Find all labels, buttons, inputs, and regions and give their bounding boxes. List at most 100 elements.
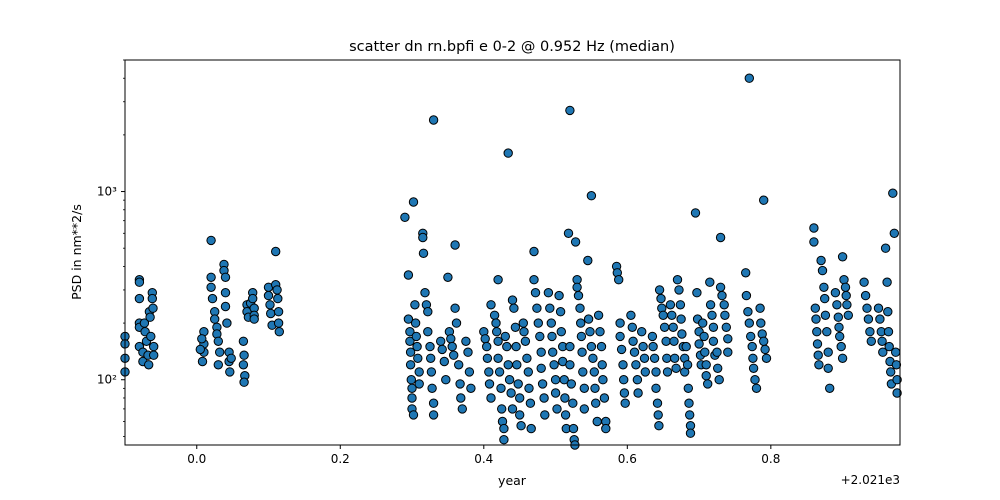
scatter-point: [595, 327, 605, 337]
scatter-point: [496, 383, 506, 393]
scatter-point: [811, 314, 821, 324]
scatter-point: [633, 388, 643, 398]
scatter-point: [665, 300, 676, 310]
scatter-point: [536, 347, 546, 357]
scatter-point: [563, 228, 574, 239]
scatter-point: [536, 363, 546, 373]
scatter-point: [698, 318, 708, 328]
scatter-point: [639, 353, 650, 363]
scatter-point: [723, 334, 733, 344]
scatter-point: [504, 375, 515, 385]
scatter-point: [675, 300, 686, 310]
scatter-point: [865, 327, 875, 337]
scatter-point: [631, 360, 641, 370]
scatter-point: [529, 246, 539, 257]
scatter-point: [667, 310, 677, 320]
scatter-point: [760, 344, 770, 355]
scatter-point: [708, 336, 719, 346]
scatter-point: [676, 314, 686, 324]
scatter-point: [197, 356, 208, 367]
scatter-point: [565, 105, 575, 116]
scatter-point: [486, 300, 496, 310]
scatter-point: [761, 353, 772, 363]
scatter-point: [515, 393, 525, 403]
scatter-point: [406, 375, 416, 385]
scatter-point: [572, 282, 582, 292]
scatter-point: [599, 393, 610, 403]
scatter-point: [814, 360, 824, 370]
scatter-point: [886, 367, 896, 377]
scatter-point: [863, 314, 874, 324]
scatter-point: [543, 288, 554, 298]
scatter-point: [539, 393, 549, 403]
scatter-point: [238, 336, 249, 346]
scatter-point: [859, 277, 869, 287]
scatter-point: [226, 353, 236, 363]
scatter-point: [627, 322, 637, 332]
scatter-point: [701, 360, 711, 370]
scatter-point: [719, 300, 729, 310]
scatter-point: [812, 339, 823, 349]
scatter-point: [583, 255, 593, 266]
scatter-point: [837, 353, 848, 363]
scatter-point: [463, 347, 473, 357]
scatter-point: [535, 331, 545, 342]
scatter-point: [484, 367, 494, 377]
scatter-point: [866, 336, 876, 346]
scatter-point: [207, 293, 218, 304]
scatter-point: [464, 367, 475, 377]
scatter-point: [493, 275, 503, 285]
scatter-point: [671, 363, 681, 373]
scatter-point: [552, 404, 562, 414]
scatter-point: [586, 341, 597, 352]
scatter-point: [588, 353, 598, 363]
scatter-point: [842, 300, 852, 310]
scatter-point: [500, 331, 510, 342]
scatter-point: [484, 379, 495, 389]
scatter-point: [834, 322, 844, 332]
scatter-point: [507, 404, 518, 414]
scatter-point: [493, 353, 503, 363]
scatter-point: [715, 282, 726, 292]
scatter-point: [450, 240, 460, 250]
scatter-point: [823, 363, 833, 373]
scatter-point: [875, 314, 885, 324]
scatter-point: [585, 327, 595, 337]
scatter-point: [573, 290, 584, 301]
scatter-point: [653, 410, 663, 420]
scatter-point: [412, 341, 422, 352]
scatter-point: [648, 341, 658, 352]
scatter-point: [619, 388, 630, 398]
scatter-point: [426, 353, 436, 363]
scatter-point: [407, 393, 417, 403]
scatter-point: [690, 208, 701, 218]
scatter-point: [545, 303, 555, 313]
scatter-point: [651, 383, 661, 393]
scatter-point: [461, 336, 471, 346]
scatter-point: [493, 336, 503, 346]
x-tick-label: 0.8: [761, 452, 780, 466]
scatter-point: [515, 410, 525, 420]
scatter-point: [273, 318, 284, 328]
scatter-point: [692, 288, 702, 298]
scatter-point: [427, 383, 437, 393]
scatter-point: [213, 360, 224, 370]
scatter-point: [674, 285, 684, 295]
scatter-point: [195, 344, 206, 355]
scatter-point: [225, 367, 235, 377]
scatter-point: [637, 327, 647, 337]
scatter-point: [144, 360, 154, 370]
scatter-point: [820, 310, 831, 320]
scatter-point: [480, 334, 490, 344]
scatter-point: [615, 318, 625, 328]
x-axis-offset-label: +2.021e3: [841, 473, 900, 487]
scatter-point: [451, 318, 462, 328]
scatter-point: [576, 318, 586, 328]
scatter-point: [746, 331, 756, 342]
scatter-point: [589, 367, 599, 377]
scatter-point: [756, 318, 766, 328]
scatter-point: [249, 314, 259, 324]
scatter-point: [273, 307, 284, 317]
scatter-point: [820, 293, 830, 304]
scatter-point: [891, 360, 902, 370]
